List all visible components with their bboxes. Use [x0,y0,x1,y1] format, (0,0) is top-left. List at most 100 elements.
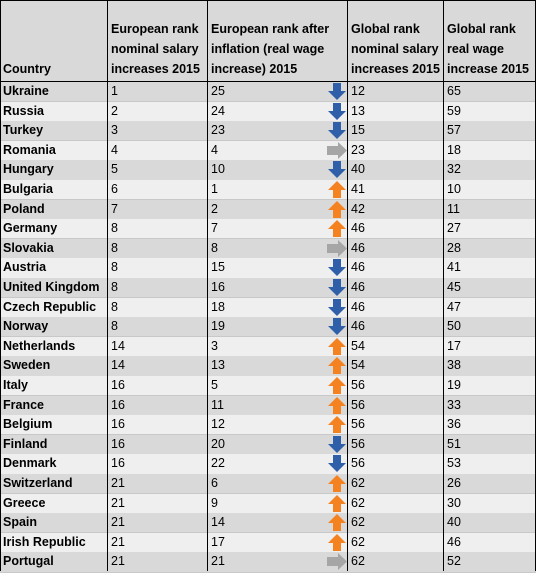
eu-nominal-rank-cell: 5 [111,162,118,177]
orange-up-arrow-icon [328,200,346,218]
global-nominal-rank-cell: 46 [351,260,365,275]
country-cell: Finland [3,436,48,451]
arrow-shape [328,122,346,140]
eu-nominal-rank-cell: 16 [111,378,125,392]
global-real-rank-cell: 41 [447,260,461,275]
eu-real-rank-cell: 25 [211,84,225,98]
column-divider [207,1,208,571]
country-cell: Austria [3,260,47,275]
eu-nominal-rank-cell: 8 [111,319,118,334]
arrow-shape [328,181,346,198]
blue-down-arrow-icon [328,259,346,277]
header-divider [0,81,536,82]
arrow-shape [328,377,346,394]
country-cell: Greece [3,495,46,510]
table-row: Netherlands 14 3 54 17 [0,336,536,357]
country-cell: France [3,397,44,412]
table-row: Romania 4 4 23 18 [0,140,536,161]
eu-real-rank-cell: 1 [211,182,218,196]
column-divider [0,1,1,571]
arrow-shape [328,318,346,336]
eu-nominal-rank-cell: 16 [111,436,125,451]
orange-up-arrow-icon [328,514,346,532]
table-row: Germany 8 7 46 27 [0,219,536,239]
arrow-shape [327,553,347,571]
eu-nominal-rank-cell: 21 [111,515,125,530]
eu-nominal-rank-cell: 8 [111,299,118,314]
table-row: Sweden 14 13 54 38 [0,356,536,376]
table-row: Portugal 21 21 62 52 [0,552,536,572]
arrow-shape [328,475,346,492]
eu-real-rank-cell: 5 [211,378,218,392]
eu-real-rank-cell: 24 [211,103,225,118]
table-row: Spain 21 14 62 40 [0,513,536,533]
gray-right-arrow-icon [327,141,347,159]
arrow-shape [328,357,346,375]
country-cell: Switzerland [3,476,73,490]
global-real-rank-cell: 65 [447,84,461,98]
global-real-rank-cell: 52 [447,554,461,569]
country-cell: Hungary [3,162,54,177]
country-cell: Italy [3,378,29,392]
header-global-nominal: Global rank nominal salary increases 201… [351,22,440,76]
header-eu-nominal: European rank nominal salary increases 2… [111,22,200,76]
table-header-row: Country European rank nominal salary inc… [0,1,536,81]
orange-up-arrow-icon [328,396,346,414]
blue-down-arrow-icon [328,102,346,120]
global-nominal-rank-cell: 62 [351,534,365,549]
eu-real-rank-cell: 17 [211,534,225,549]
table-row: Irish Republic 21 17 62 46 [0,532,536,553]
global-nominal-rank-cell: 13 [351,103,365,118]
header-global-real: Global rank real wage increase 2015 [447,22,530,76]
eu-nominal-rank-cell: 16 [111,456,125,471]
global-nominal-rank-cell: 62 [351,554,365,569]
table-row: Poland 7 2 42 11 [0,199,536,220]
table-row: Turkey 3 23 15 57 [0,121,536,141]
country-cell: Turkey [3,123,44,138]
global-real-rank-cell: 40 [447,515,461,530]
global-nominal-rank-cell: 42 [351,201,365,216]
country-cell: United Kingdom [3,280,100,294]
global-real-rank-cell: 53 [447,456,461,471]
table-row: Denmark 16 22 56 53 [0,454,536,474]
global-nominal-rank-cell: 46 [351,280,365,294]
orange-up-arrow-icon [328,220,346,238]
global-real-rank-cell: 51 [447,436,461,451]
eu-real-rank-cell: 21 [211,554,225,569]
gray-right-arrow-icon [327,553,347,571]
header-eu-real: European rank after inflation (real wage… [211,22,330,76]
global-nominal-rank-cell: 46 [351,299,365,314]
arrow-shape [328,83,346,100]
global-nominal-rank-cell: 56 [351,378,365,392]
eu-real-rank-cell: 10 [211,162,225,177]
global-real-rank-cell: 27 [447,221,461,236]
eu-nominal-rank-cell: 21 [111,495,125,510]
eu-nominal-rank-cell: 21 [111,476,125,490]
arrow-shape [328,514,346,532]
eu-real-rank-cell: 7 [211,221,218,236]
table-row: Austria 8 15 46 41 [0,258,536,278]
country-cell: Germany [3,221,58,236]
eu-nominal-rank-cell: 1 [111,84,118,98]
global-nominal-rank-cell: 62 [351,495,365,510]
eu-real-rank-cell: 11 [211,397,224,412]
arrow-shape [328,435,346,453]
column-divider [443,1,444,571]
country-cell: Netherlands [3,338,76,353]
global-real-rank-cell: 36 [447,417,461,432]
country-cell: Poland [3,201,45,216]
global-real-rank-cell: 38 [447,358,461,373]
global-real-rank-cell: 59 [447,103,461,118]
eu-real-rank-cell: 14 [211,515,225,530]
blue-down-arrow-icon [328,455,346,473]
eu-real-rank-cell: 15 [211,260,225,275]
arrow-shape [328,416,346,434]
blue-down-arrow-icon [328,83,346,100]
country-cell: Belgium [3,417,53,432]
country-cell: Ukraine [3,84,49,98]
global-nominal-rank-cell: 56 [351,436,365,451]
arrow-shape [327,141,347,159]
global-real-rank-cell: 26 [447,476,461,490]
arrow-shape [328,279,346,296]
